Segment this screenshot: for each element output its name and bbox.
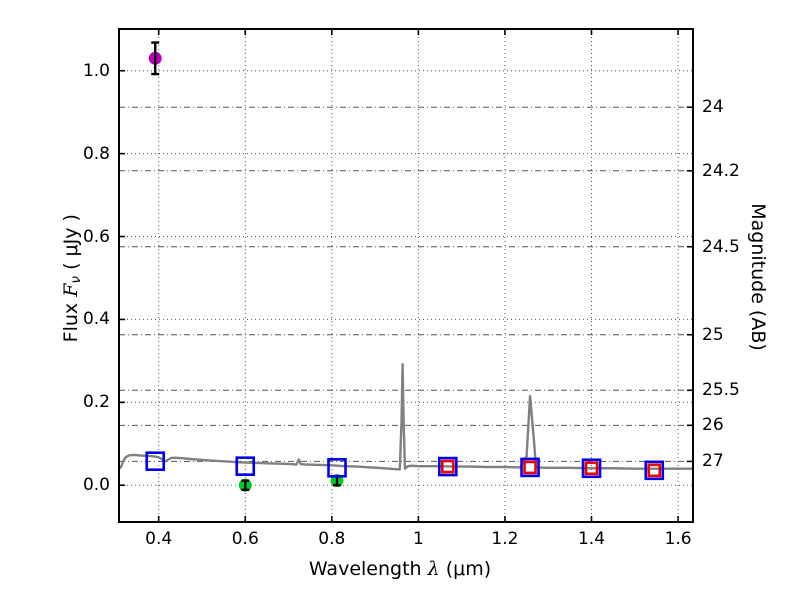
xtick-label-2: 0.8: [318, 529, 346, 549]
marker-square-4: [520, 457, 540, 478]
axes-frame: [118, 28, 694, 523]
xtick-label-0: 0.4: [145, 529, 173, 549]
marker-square-5: [581, 458, 602, 479]
marker-square-3: [647, 463, 662, 478]
plot-background: [119, 29, 693, 522]
marker-square-3: [438, 456, 458, 477]
marker-square-2: [327, 458, 347, 478]
ytick-label-1: 0.2: [82, 392, 110, 413]
marker-square-0: [145, 451, 166, 471]
xtick-label-1: 0.6: [231, 529, 259, 549]
xtick-label-6: 1.6: [664, 529, 692, 549]
series-observed-photometry-magenta: [148, 41, 162, 76]
y2-axis-title-text: Magnitude (AB): [747, 203, 769, 351]
y-axis-title-text: Flux Fν ( μJy ): [59, 214, 85, 343]
x-axis-title-text: Wavelength λ (μm): [308, 558, 492, 580]
ytick-label-5: 1.0: [82, 60, 110, 81]
y-axis-title: Flux Fν ( μJy ): [60, 0, 84, 558]
xtick-label-4: 1.2: [491, 529, 519, 549]
ytick-label-3: 0.6: [82, 226, 110, 247]
series-model-photometry-red: [441, 459, 662, 478]
marker-square-0: [441, 459, 455, 474]
y2-axis-title: Magnitude (AB): [747, 0, 769, 557]
y2tick-label-5: 26: [702, 415, 724, 436]
ytick-label-2: 0.4: [82, 309, 110, 330]
ytick-label-0: 0.0: [82, 475, 110, 496]
y2tick-label-6: 27: [702, 451, 724, 472]
xtick-label-3: 1: [412, 529, 424, 549]
y2tick-label-2: 24.5: [702, 236, 740, 257]
y2tick-label-3: 25: [702, 324, 724, 345]
y2tick-label-4: 25.5: [702, 380, 740, 401]
xtick-label-5: 1.4: [577, 529, 606, 549]
y2tick-label-1: 24.2: [702, 160, 740, 181]
marker-square-1: [523, 460, 537, 475]
marker-square-1: [235, 456, 256, 476]
x-axis-title: Wavelength λ (μm): [0, 558, 800, 580]
ytick-label-4: 0.8: [82, 143, 110, 164]
series-model-photometry-blue: [145, 451, 665, 481]
marker-square-6: [644, 460, 665, 481]
series-upper-limit-green: [238, 474, 344, 492]
marker-square-2: [584, 461, 599, 476]
y2tick-label-0: 24: [702, 97, 724, 118]
